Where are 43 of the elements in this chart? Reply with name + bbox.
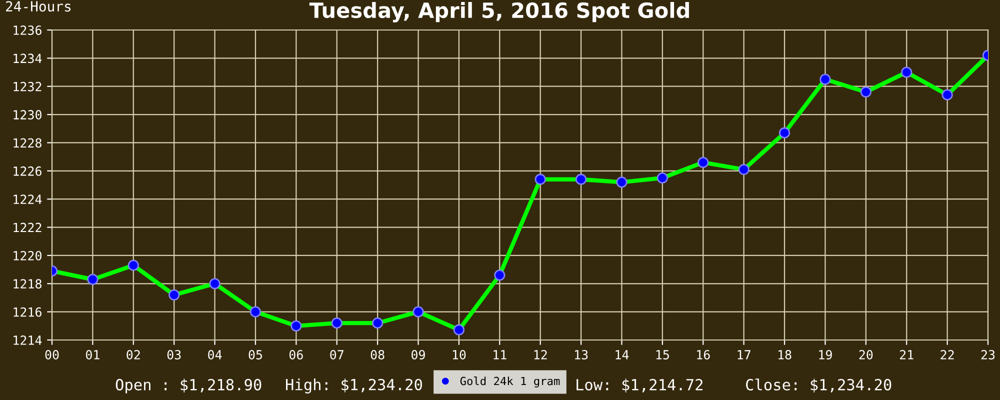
y-tick-label: 1222 [14,222,42,232]
x-tick-label: 01 [86,350,100,360]
x-tick-label: 13 [575,350,588,360]
legend-label: Gold 24k 1 gram [460,376,560,388]
x-tick-label: 21 [900,350,914,360]
x-tick-label: 10 [452,350,466,360]
text: Close: $1,234.20 [746,378,892,393]
y-tick-label: 1220 [14,250,42,260]
x-tick-label: 20 [859,350,873,360]
x-tick-label: 09 [412,350,425,360]
y-tick-label: 1224 [14,194,42,204]
x-tick-label: 12 [534,350,547,360]
x-tick-label: 23 [981,350,995,360]
y-tick-label: 1216 [14,307,42,317]
y-tick-label: 1214 [14,336,42,345]
x-tick-label: 15 [656,350,669,360]
x-tick-label: 18 [778,350,792,360]
y-tick-label: 1230 [14,110,42,120]
y-tick-label: 1218 [14,279,42,289]
y-tick-label: 1226 [14,166,42,176]
y-tick-label: 1232 [14,82,42,92]
x-tick-label: 11 [494,350,506,360]
x-tick-label: 07 [330,350,344,360]
x-tick-label: 02 [126,350,140,360]
x-tick-label: 03 [167,350,181,360]
x-tick-label: 17 [738,350,750,360]
x-tick-label: 19 [819,350,832,360]
text: High: $1,234.20 [286,378,422,394]
x-tick-label: 08 [370,350,384,360]
x-tick-label: 16 [697,350,710,360]
x-tick-label: 00 [45,350,59,360]
text: Low: $1,214.72 [576,378,702,393]
text: Open : $1,218.90 [116,378,262,394]
y-tick-label: 1234 [14,54,42,64]
x-tick-label: 05 [248,350,262,360]
y-tick-label: 1236 [14,26,42,35]
x-tick-label: 06 [289,350,303,360]
chart-title: Tuesday, April 5, 2016 Spot Gold [309,2,689,22]
y-tick-label: 1228 [14,138,42,148]
x-tick-label: 22 [940,350,954,360]
x-tick-label: 14 [616,350,629,360]
text: 24-Hours [6,1,71,12]
x-tick-label: 04 [208,350,222,360]
